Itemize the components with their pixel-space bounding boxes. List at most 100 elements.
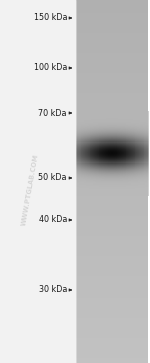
Bar	[80, 179, 81, 181]
Bar	[123, 172, 124, 174]
Bar	[76, 40, 148, 42]
Bar	[83, 135, 85, 137]
Bar	[101, 154, 103, 156]
Bar	[131, 134, 132, 136]
Bar	[104, 111, 105, 113]
Bar	[83, 158, 85, 160]
Bar	[110, 113, 112, 115]
Bar	[77, 143, 78, 145]
Bar	[78, 151, 79, 152]
Bar	[99, 116, 100, 118]
Bar	[136, 118, 138, 120]
Bar	[116, 178, 117, 180]
Bar	[145, 166, 147, 167]
Bar	[77, 164, 78, 166]
Bar	[142, 157, 143, 159]
Bar	[141, 174, 142, 176]
Bar	[117, 164, 118, 166]
Bar	[135, 164, 136, 166]
Bar	[108, 119, 110, 121]
Bar	[141, 143, 142, 144]
Bar	[107, 187, 108, 188]
Bar	[144, 129, 145, 130]
Bar	[87, 162, 88, 163]
Bar	[82, 182, 84, 183]
Bar	[138, 132, 140, 134]
Bar	[130, 113, 131, 115]
Bar	[135, 144, 136, 146]
Bar	[126, 133, 128, 135]
Bar	[116, 142, 117, 143]
Bar	[139, 115, 140, 117]
Bar	[81, 167, 82, 168]
Bar	[103, 121, 104, 122]
Bar	[83, 123, 85, 124]
Bar	[90, 184, 91, 186]
Bar	[99, 121, 101, 122]
Bar	[139, 133, 140, 135]
Bar	[90, 113, 92, 115]
Bar	[76, 336, 148, 338]
Bar	[77, 158, 78, 160]
Bar	[104, 160, 105, 162]
Bar	[136, 140, 138, 142]
Bar	[142, 136, 143, 138]
Bar	[76, 2, 148, 4]
Bar	[86, 194, 87, 196]
Bar	[134, 175, 135, 177]
Bar	[122, 163, 123, 164]
Bar	[102, 162, 103, 163]
Bar	[76, 103, 148, 105]
Bar	[110, 178, 112, 180]
Bar	[121, 134, 122, 136]
Bar	[129, 111, 130, 113]
Bar	[109, 152, 111, 154]
Bar	[116, 123, 117, 125]
Bar	[95, 138, 96, 140]
Bar	[135, 194, 136, 196]
Bar	[127, 143, 129, 144]
Bar	[100, 125, 102, 126]
Bar	[140, 138, 141, 140]
Bar	[111, 172, 112, 174]
Bar	[126, 136, 128, 138]
Bar	[89, 188, 90, 189]
Bar	[83, 193, 85, 195]
Bar	[106, 164, 107, 166]
Bar	[94, 126, 95, 127]
Bar	[135, 134, 136, 136]
Bar	[111, 127, 112, 128]
Bar	[114, 142, 115, 143]
Bar	[83, 112, 85, 114]
Bar	[77, 137, 78, 139]
Bar	[100, 150, 102, 151]
Bar	[135, 123, 137, 125]
Bar	[90, 149, 92, 150]
Bar	[147, 121, 148, 122]
Bar	[98, 159, 99, 161]
Bar	[91, 157, 93, 159]
Bar	[146, 115, 148, 117]
Bar	[89, 191, 90, 192]
Bar	[128, 128, 130, 129]
Bar	[113, 123, 114, 124]
Bar	[101, 119, 103, 121]
Bar	[126, 156, 127, 158]
Bar	[135, 188, 137, 189]
Bar	[110, 188, 112, 189]
Bar	[139, 138, 140, 140]
Bar	[118, 154, 120, 156]
Bar	[115, 182, 116, 184]
Bar	[127, 153, 129, 155]
Bar	[91, 130, 93, 131]
Bar	[79, 170, 80, 171]
Bar	[76, 130, 77, 131]
Bar	[117, 143, 118, 145]
Bar	[113, 146, 114, 147]
Bar	[87, 146, 88, 147]
Bar	[132, 154, 133, 156]
Bar	[92, 172, 94, 174]
Bar	[77, 166, 78, 167]
Bar	[132, 158, 133, 160]
Bar	[142, 152, 143, 154]
